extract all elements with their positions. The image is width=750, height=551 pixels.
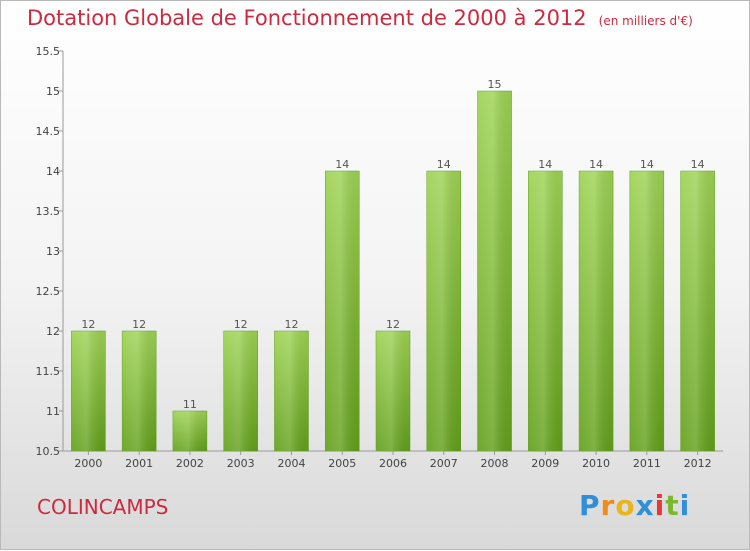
bar-shine: [325, 171, 360, 451]
bar-shine: [629, 171, 664, 451]
chart-unit: (en milliers d'€): [598, 14, 693, 28]
x-tick-label: 2000: [74, 457, 102, 470]
x-tick-label: 2006: [379, 457, 407, 470]
y-tick-label: 14: [46, 165, 60, 178]
x-tick-label: 2007: [430, 457, 458, 470]
data-label: 12: [132, 318, 146, 331]
bar-shine: [680, 171, 715, 451]
x-tick-label: 2001: [125, 457, 153, 470]
proxiti-logo: Proxiti: [579, 489, 690, 522]
logo-letter: i: [654, 489, 666, 522]
data-label: 14: [437, 158, 451, 171]
plot-area: 10.5 11 11.5 12 12.5 13 13.5 14 14.5 15 15.5 12 2000…: [36, 45, 723, 470]
chart-title-text: Dotation Globale de Fonctionnement de 20…: [27, 6, 587, 30]
x-tick-label: 2009: [531, 457, 559, 470]
data-label: 12: [234, 318, 248, 331]
data-label: 14: [538, 158, 552, 171]
logo-letter: x: [635, 489, 655, 522]
bar-shine: [376, 331, 410, 451]
bar-shine: [477, 91, 512, 451]
y-tick-label: 10.5: [36, 445, 61, 458]
data-label: 12: [386, 318, 400, 331]
bar-shine: [122, 331, 157, 451]
logo-letter: r: [600, 489, 616, 522]
data-label: 12: [81, 318, 95, 331]
y-tick-label: 12.5: [36, 285, 61, 298]
x-tick-label: 2002: [176, 457, 204, 470]
y-tick-label: 11: [46, 405, 60, 418]
bar-shine: [223, 331, 258, 451]
logo-letter: t: [665, 489, 680, 522]
data-label: 12: [284, 318, 298, 331]
data-label: 14: [640, 158, 654, 171]
data-label: 14: [335, 158, 349, 171]
y-tick-label: 11.5: [36, 365, 61, 378]
bar-shine: [528, 171, 563, 451]
y-tick-label: 15: [46, 85, 60, 98]
y-tick-label: 13: [46, 245, 60, 258]
y-tick-label: 13.5: [36, 205, 61, 218]
place-name: COLINCAMPS: [37, 495, 169, 519]
x-tick-label: 2005: [328, 457, 356, 470]
bar-shine: [426, 171, 461, 451]
x-tick-label: 2004: [277, 457, 305, 470]
x-tick-label: 2011: [633, 457, 661, 470]
chart-title: Dotation Globale de Fonctionnement de 20…: [27, 6, 693, 30]
data-label: 15: [488, 78, 502, 91]
x-tick-label: 2008: [481, 457, 509, 470]
y-tick-label: 14.5: [36, 125, 61, 138]
x-tick-label: 2012: [684, 457, 712, 470]
bar-shine: [172, 411, 207, 451]
x-tick-label: 2010: [582, 457, 610, 470]
data-label: 14: [589, 158, 603, 171]
logo-letter: P: [579, 489, 601, 522]
data-label: 11: [183, 398, 197, 411]
bar-shine: [274, 331, 309, 451]
x-tick-label: 2003: [227, 457, 255, 470]
bar-shine: [579, 171, 614, 451]
data-label: 14: [691, 158, 705, 171]
logo-letter: i: [679, 489, 691, 522]
logo-letter: o: [615, 489, 636, 522]
bar-shine: [71, 331, 106, 451]
y-tick-label: 12: [46, 325, 60, 338]
y-tick-label: 15.5: [36, 45, 61, 58]
